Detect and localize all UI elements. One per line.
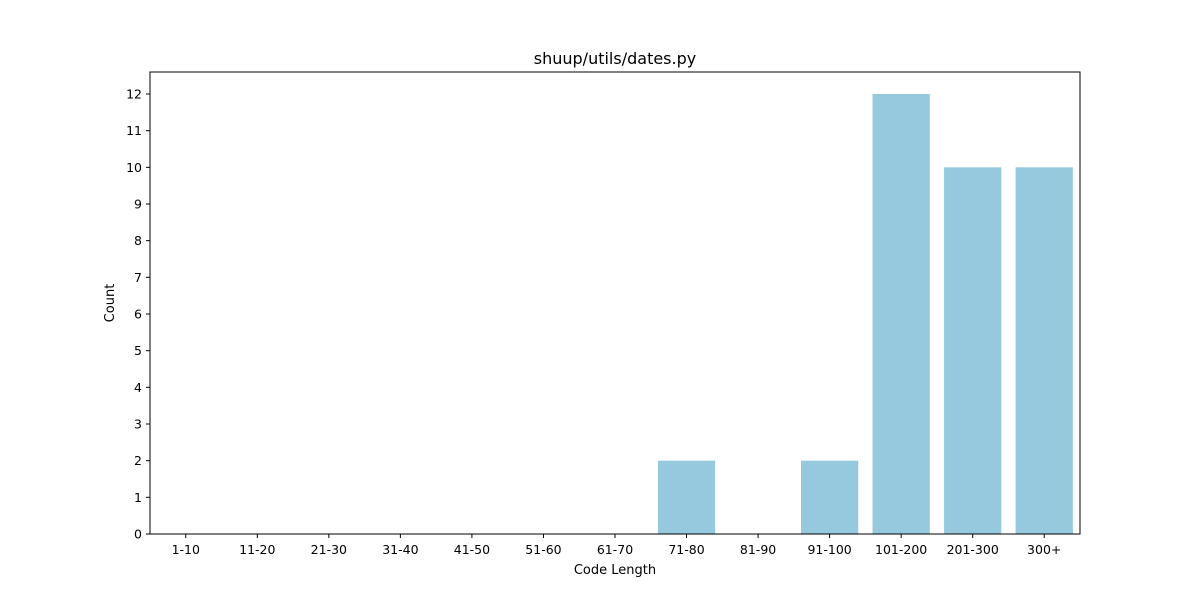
x-tick-label: 300+ <box>1027 542 1061 557</box>
y-tick-label: 11 <box>126 123 142 138</box>
bars-group <box>657 94 1073 534</box>
y-tick-label: 8 <box>134 233 142 248</box>
y-tick-label: 7 <box>134 270 142 285</box>
y-tick-label: 5 <box>134 343 142 358</box>
y-axis-label: Count <box>103 284 118 323</box>
bar-71-80 <box>657 460 716 534</box>
x-tick-label: 21-30 <box>311 542 347 557</box>
y-tick-label: 9 <box>134 197 142 212</box>
x-tick-label: 31-40 <box>382 542 418 557</box>
x-tick-label: 81-90 <box>740 542 776 557</box>
y-tick-label: 1 <box>134 490 142 505</box>
x-tick-label: 41-50 <box>454 542 490 557</box>
bar-101-200 <box>872 94 930 534</box>
x-axis-ticks: 1-10 11-20 21-30 31-40 41-50 51-60 61-70 71-80 8… <box>172 534 1061 557</box>
y-tick-label: 12 <box>126 87 142 102</box>
y-tick-label: 4 <box>134 380 142 395</box>
chart-title: shuup/utils/dates.py <box>534 49 696 68</box>
bar-91-100 <box>801 460 859 534</box>
y-tick-label: 2 <box>134 453 142 468</box>
x-axis-label: Code Length <box>574 563 656 578</box>
x-tick-label: 91-100 <box>807 542 851 557</box>
plot-frame <box>149 71 1081 535</box>
x-tick-label: 71-80 <box>668 542 704 557</box>
bar-201-300 <box>944 167 1002 534</box>
x-tick-label: 11-20 <box>239 542 275 557</box>
x-tick-label: 201-300 <box>947 542 999 557</box>
y-tick-label: 3 <box>134 417 142 432</box>
bar-300+ <box>1015 167 1073 534</box>
y-tick-label: 6 <box>134 307 142 322</box>
x-tick-label: 51-60 <box>525 542 561 557</box>
y-tick-label: 0 <box>134 527 142 542</box>
y-tick-label: 10 <box>126 160 142 175</box>
x-tick-label: 101-200 <box>875 542 927 557</box>
x-tick-label: 1-10 <box>172 542 200 557</box>
x-tick-label: 61-70 <box>597 542 633 557</box>
